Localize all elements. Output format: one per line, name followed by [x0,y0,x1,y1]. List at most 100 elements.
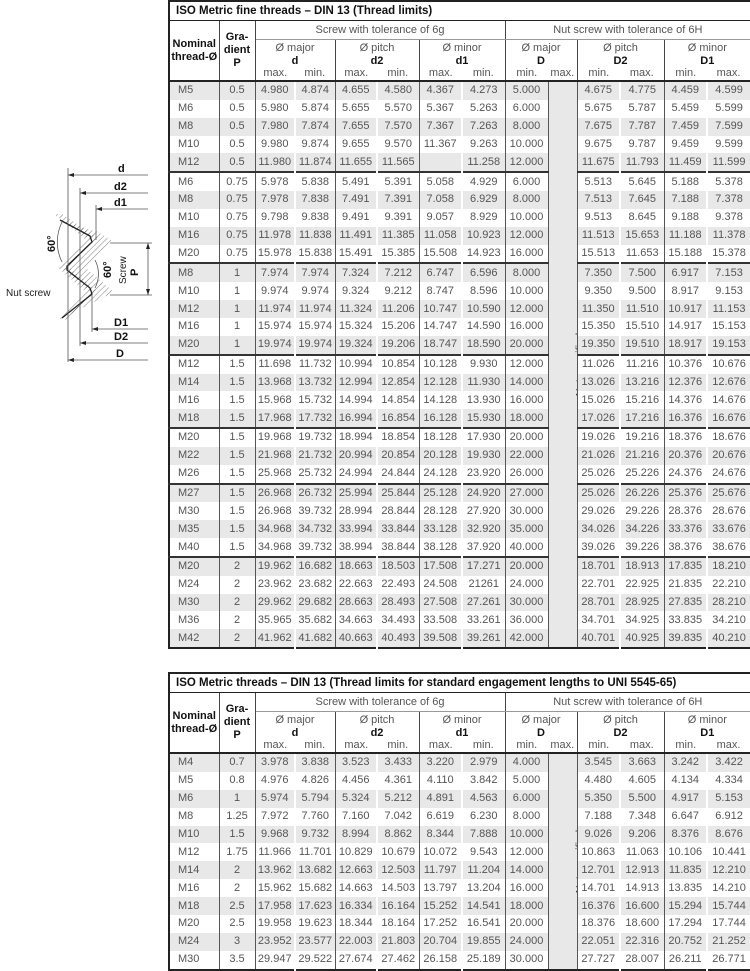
not-specified-label: Not specified [572,830,577,894]
not-specified-cell: Not specified [548,81,577,648]
table-cell: 20.994 [335,447,377,465]
table-cell: 15.508 [419,245,462,264]
table-cell: 5.188 [664,172,707,191]
table-cell: 0.75 [219,172,255,191]
table-cell: 20.676 [707,447,750,465]
table-cell: 25.026 [577,484,620,503]
table-cell: 19.962 [255,557,295,576]
table-cell: 7.500 [620,263,664,282]
table-cell: 0.75 [219,191,255,209]
table-cell: 11.385 [377,227,419,245]
table-cell: 1.5 [219,374,255,392]
header-max: max. [255,68,295,81]
table-cell: 10.000 [505,826,548,844]
table-cell: 11.510 [620,300,664,318]
table-cell: 9.057 [419,209,462,227]
table-cell: 5.459 [664,100,707,118]
table-cell: 19.968 [255,428,295,447]
table-cell: 7.160 [335,808,377,826]
table-cell: 10.000 [505,209,548,227]
table-cell: 4.605 [620,772,664,790]
table-cell: 2 [219,611,255,629]
table-cell: 1.25 [219,808,255,826]
table-cell: 1 [219,282,255,300]
table-cell: 26.968 [255,484,295,503]
table-cell: 27.835 [664,594,707,612]
table-cell: 12.000 [505,843,548,861]
table-cell: 1 [219,263,255,282]
table-cell: 5.378 [707,172,750,191]
table-cell: 39.508 [419,629,462,648]
table-cell: 21.252 [707,933,750,951]
table-cell: 1.5 [219,355,255,374]
table-cell: 15.252 [419,897,462,915]
table-cell: M40 [169,538,219,557]
table-cell: M14 [169,861,219,879]
table-cell: 5.391 [377,172,419,191]
header-max: max. [255,740,295,753]
table-cell: 13.835 [664,879,707,897]
table-cell: 1.5 [219,409,255,428]
table-cell: 4.334 [707,772,750,790]
table-cell: 34.925 [620,611,664,629]
table-cell: M30 [169,502,219,520]
table-cell: 16.994 [335,409,377,428]
table-cell: 19.216 [620,428,664,447]
table-cell: 37.920 [462,538,505,557]
table-cell: 11.675 [577,153,620,172]
table-cell: 7.760 [295,808,335,826]
table-cell: 16.676 [707,409,750,428]
table-cell: 11.835 [664,861,707,879]
table-cell: 15.216 [620,391,664,409]
table-cell: 15.491 [335,245,377,264]
table-cell: 1.5 [219,447,255,465]
table-cell: 15.978 [255,245,295,264]
table-cell: 7.378 [707,191,750,209]
table-cell: 5.000 [505,772,548,790]
header-max: max. [548,740,577,753]
table-cell: 16.000 [505,318,548,336]
table-cell: 5.675 [577,100,620,118]
table-cell: 7.153 [707,263,750,282]
table-cell: 21261 [462,576,505,594]
table-cell: 11.216 [620,355,664,374]
label-screw: Screw [118,255,129,284]
header-max: max. [707,740,750,753]
table-cell: 30.000 [505,502,548,520]
header-min: min. [462,740,505,753]
table-cell: 7.188 [577,808,620,826]
table-cell: 9.543 [462,843,505,861]
table-cell: 18.600 [620,915,664,933]
table-cell: 28.844 [377,502,419,520]
table-cell: 17.930 [462,428,505,447]
table-cell: 9.599 [707,136,750,154]
table-cell: 4.456 [335,772,377,790]
table-cell: 28.663 [335,594,377,612]
table-cell: 10.676 [707,355,750,374]
table-cell: 9.459 [664,136,707,154]
header-diameter-label: Ø pitch [603,42,638,54]
table-cell: 28.376 [664,502,707,520]
table-cell: 19.855 [462,933,505,951]
table-cell: 22.663 [335,576,377,594]
table-cell: 9.732 [295,826,335,844]
table-cell: 2.5 [219,915,255,933]
table-cell: 5.599 [707,100,750,118]
table-cell: 27.462 [377,951,419,970]
table-cell: 3.242 [664,753,707,772]
table-cell: 3.433 [377,753,419,772]
